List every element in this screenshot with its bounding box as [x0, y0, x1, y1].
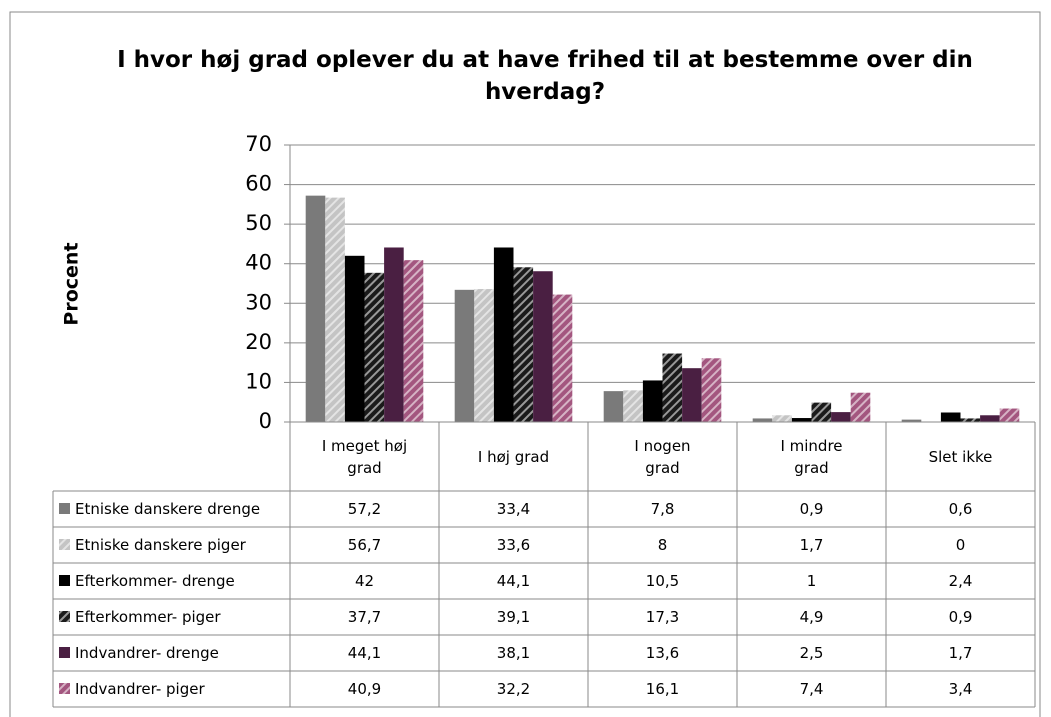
table-cell: 39,1 [496, 608, 531, 626]
x-tick-label: I meget høj grad [321, 436, 408, 477]
table-cell: 40,9 [347, 680, 382, 698]
legend-entry: Efterkommer- drenge [75, 572, 235, 590]
bar [403, 260, 424, 422]
y-tick-label: 10 [245, 369, 272, 393]
legend-entry: Indvandrer- piger [75, 680, 205, 698]
legend-swatch [59, 539, 70, 550]
table-cell: 57,2 [347, 500, 382, 518]
bar [603, 391, 624, 422]
table-cell: 7,4 [799, 680, 824, 698]
table-cell: 16,1 [645, 680, 680, 698]
bar [493, 247, 514, 422]
legend-swatch [59, 503, 70, 514]
table-cell: 17,3 [645, 608, 680, 626]
bar [850, 392, 871, 422]
table-cell: 37,7 [347, 608, 382, 626]
y-axis-label: Procent [61, 242, 83, 325]
table-cell: 33,6 [496, 536, 531, 554]
bar [533, 271, 553, 422]
table-cell: 0,9 [948, 608, 973, 626]
bar [772, 415, 792, 422]
table-cell: 56,7 [347, 536, 382, 554]
table-cell: 0,6 [948, 500, 973, 518]
table-cell: 13,6 [645, 644, 680, 662]
legend-swatch [59, 647, 70, 658]
legend-swatch [59, 575, 70, 586]
legend-entry: Etniske danskere drenge [75, 500, 261, 518]
bar [642, 380, 663, 422]
x-tick-label: Slet ikke [928, 447, 993, 466]
legend-swatch [59, 683, 70, 694]
bar [552, 294, 573, 422]
bar [701, 358, 722, 422]
table-cell: 44,1 [347, 644, 382, 662]
bar [623, 390, 643, 422]
bar [999, 408, 1020, 422]
y-tick-label: 50 [245, 211, 272, 235]
bar [960, 418, 981, 422]
table-cell: 8 [657, 536, 668, 554]
table-cell: 42 [354, 572, 375, 590]
bar [344, 255, 365, 422]
bar [791, 418, 812, 422]
table-cell: 32,2 [496, 680, 531, 698]
table-cell: 7,8 [650, 500, 675, 518]
bar [384, 247, 404, 422]
table-cell: 33,4 [496, 500, 531, 518]
x-tick-label: I høj grad [477, 447, 550, 466]
table-cell: 4,9 [799, 608, 824, 626]
table-cell: 1,7 [799, 536, 824, 554]
table-cell: 38,1 [496, 644, 531, 662]
table-cell: 2,5 [799, 644, 824, 662]
bar [662, 353, 683, 422]
x-tick-label: I nogen grad [634, 436, 691, 477]
bar [325, 197, 345, 422]
bar [811, 402, 832, 422]
bar [980, 415, 1000, 422]
table-cell: 44,1 [496, 572, 531, 590]
bar [831, 412, 851, 422]
bar [752, 418, 773, 422]
bar [474, 289, 494, 422]
table-cell: 2,4 [948, 572, 973, 590]
bar [454, 289, 475, 422]
bar [364, 272, 385, 422]
bar [940, 412, 961, 422]
y-tick-label: 40 [245, 251, 272, 275]
table-cell: 0 [955, 536, 966, 554]
legend-entry: Indvandrer- drenge [75, 644, 219, 662]
legend-swatch [59, 611, 70, 622]
bar [901, 419, 922, 422]
table-cell: 3,4 [948, 680, 973, 698]
bar [513, 267, 534, 422]
y-tick-label: 30 [245, 290, 272, 314]
bar [682, 368, 702, 422]
bar [305, 195, 326, 422]
table-cell: 0,9 [799, 500, 824, 518]
table-cell: 10,5 [645, 572, 680, 590]
legend-entry: Etniske danskere piger [75, 536, 246, 554]
table-cell: 1,7 [948, 644, 973, 662]
y-tick-label: 0 [259, 409, 272, 433]
chart-title: I hvor høj grad oplever du at have frihe… [117, 47, 973, 105]
x-tick-label: I mindre grad [780, 436, 843, 477]
y-tick-label: 60 [245, 172, 272, 196]
legend-entry: Efterkommer- piger [75, 608, 221, 626]
table-cell: 1 [806, 572, 817, 590]
y-tick-label: 70 [245, 132, 272, 156]
y-tick-label: 20 [245, 330, 272, 354]
